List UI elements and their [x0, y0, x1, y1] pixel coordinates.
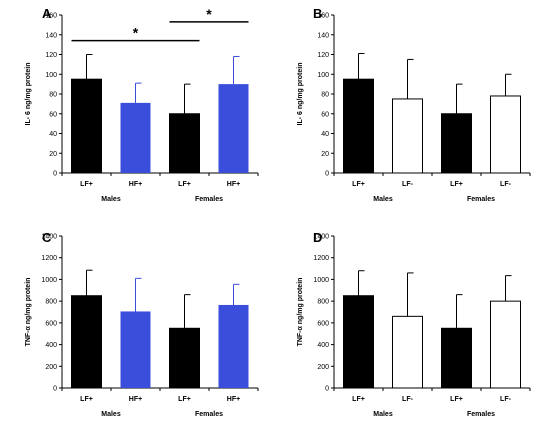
bar [120, 311, 151, 388]
y-tick-label: 600 [317, 320, 329, 327]
x-tick-label: LF+ [450, 181, 463, 188]
y-tick-label: 200 [45, 364, 57, 371]
y-tick-label: 120 [45, 52, 57, 59]
group-label: Females [467, 411, 495, 418]
y-tick-label: 1000 [41, 277, 57, 284]
y-tick-label: 800 [45, 299, 57, 306]
x-tick-label: HF+ [227, 181, 240, 188]
y-tick-label: 800 [317, 299, 329, 306]
y-tick-label: 1000 [313, 277, 329, 284]
y-tick-label: 0 [53, 386, 57, 393]
bar [343, 78, 374, 174]
group-label: Females [195, 411, 223, 418]
y-axis-label: TNF-α ng/mg protein [297, 278, 304, 347]
y-axis-label: TNF-α ng/mg protein [25, 278, 32, 347]
y-tick-label: 1400 [313, 234, 329, 241]
y-tick-label: 0 [53, 171, 57, 178]
group-label: Males [373, 411, 393, 418]
y-tick-label: 20 [49, 151, 57, 158]
y-tick-label: 80 [321, 92, 329, 99]
y-tick-label: 60 [49, 111, 57, 118]
bar [343, 295, 374, 389]
y-tick-label: 100 [45, 72, 57, 79]
x-tick-label: LF- [500, 396, 512, 403]
x-tick-label: HF+ [129, 181, 142, 188]
y-tick-label: 120 [317, 52, 329, 59]
x-tick-label: LF- [402, 396, 414, 403]
y-tick-label: 140 [45, 32, 57, 39]
bar [71, 295, 102, 389]
bar [218, 84, 249, 173]
bar [71, 78, 102, 174]
y-tick-label: 1400 [41, 234, 57, 241]
group-label: Females [467, 196, 495, 203]
x-tick-label: LF+ [178, 396, 191, 403]
y-tick-label: 1200 [41, 255, 57, 262]
bar [218, 304, 249, 388]
y-axis-label: IL- 6 ng/mg protein [297, 63, 304, 126]
y-tick-label: 600 [45, 320, 57, 327]
y-tick-label: 1200 [313, 255, 329, 262]
y-tick-label: 80 [49, 92, 57, 99]
chart-panel-a: A 0 20 40 60 80 100 120 140 160 IL- 6 ng/mg protei… [25, 6, 259, 203]
y-tick-label: 20 [321, 151, 329, 158]
x-tick-label: HF+ [129, 396, 142, 403]
group-label: Males [101, 411, 121, 418]
bar [441, 113, 472, 174]
bar [441, 327, 472, 389]
significance-star: * [206, 6, 212, 22]
significance-star: * [133, 25, 139, 41]
x-tick-label: LF+ [352, 181, 365, 188]
chart-panel-b: B 0 20 40 60 80 100 120 140 160 IL- 6 ng/mg protei… [297, 6, 531, 203]
group-label: Females [195, 196, 223, 203]
x-tick-label: LF- [500, 181, 512, 188]
y-tick-label: 400 [45, 342, 57, 349]
panel-letter: C [42, 230, 52, 245]
bar [392, 315, 423, 389]
x-tick-label: HF+ [227, 396, 240, 403]
x-tick-label: LF- [402, 181, 414, 188]
y-tick-label: 60 [321, 111, 329, 118]
chart-panel-c: C 0 200 400 600 800 1000 1200 1400 TNF-α ng/mg pr… [25, 230, 259, 418]
x-tick-label: LF+ [450, 396, 463, 403]
y-tick-label: 40 [321, 131, 329, 138]
y-tick-label: 160 [317, 13, 329, 20]
group-label: Males [373, 196, 393, 203]
y-tick-label: 140 [317, 32, 329, 39]
bar [169, 113, 200, 174]
x-tick-label: LF+ [178, 181, 191, 188]
x-tick-label: LF+ [352, 396, 365, 403]
y-tick-label: 160 [45, 13, 57, 20]
bar [490, 95, 521, 174]
x-tick-label: LF+ [80, 396, 93, 403]
x-tick-label: LF+ [80, 181, 93, 188]
y-tick-label: 200 [317, 364, 329, 371]
y-tick-label: 0 [325, 386, 329, 393]
y-tick-label: 40 [49, 131, 57, 138]
bar [169, 327, 200, 389]
bar [392, 98, 423, 174]
y-tick-label: 100 [317, 72, 329, 79]
panel-letter: B [313, 6, 322, 21]
panel-letter: D [313, 230, 322, 245]
chart-panel-d: D 0 200 400 600 800 1000 1200 1400 TNF-α ng/mg pr… [297, 230, 531, 418]
group-label: Males [101, 196, 121, 203]
y-tick-label: 400 [317, 342, 329, 349]
bar [490, 300, 521, 389]
panel-letter: A [42, 6, 52, 21]
bar [120, 102, 151, 173]
y-axis-label: IL- 6 ng/mg protein [25, 63, 32, 126]
y-tick-label: 0 [325, 171, 329, 178]
